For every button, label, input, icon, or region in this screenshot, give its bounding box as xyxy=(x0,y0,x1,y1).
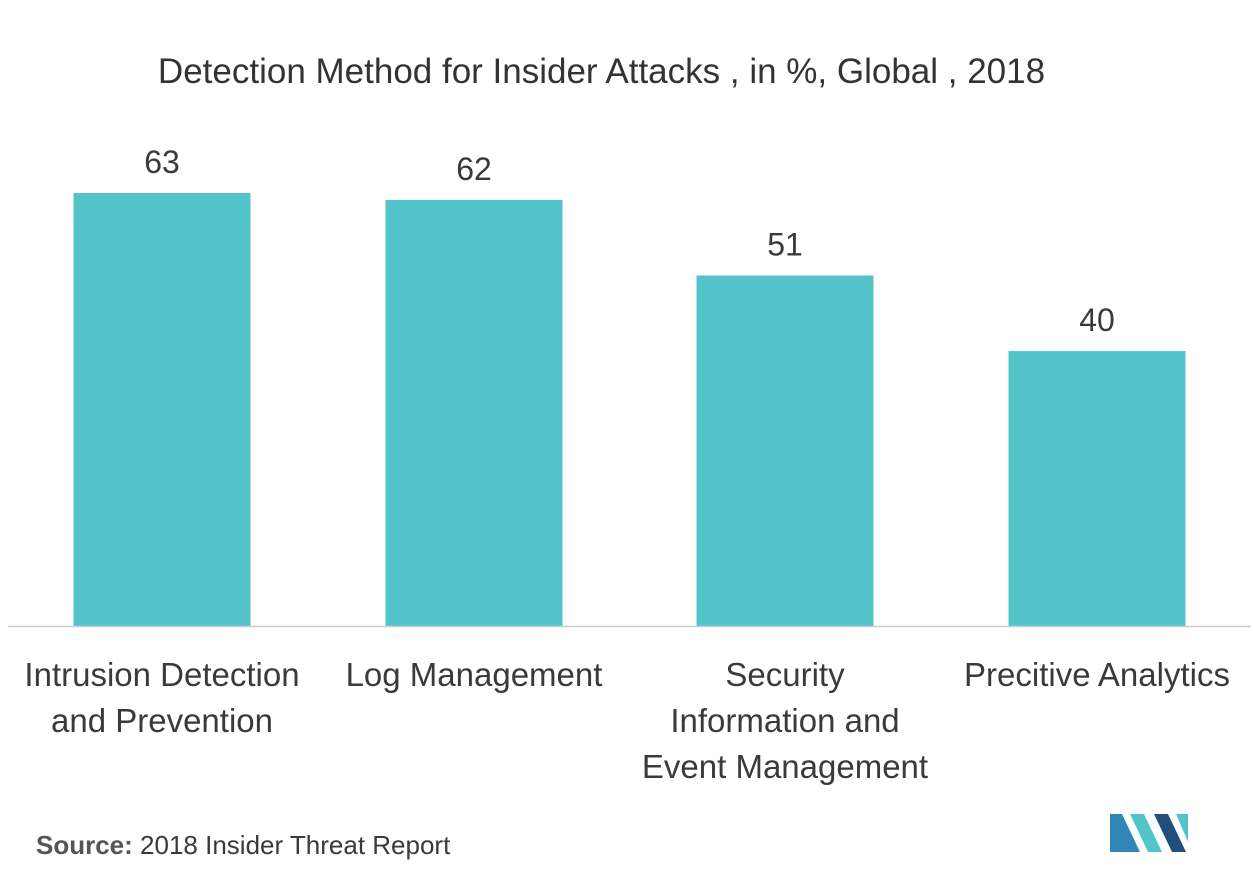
category-label-3: Security Information and Event Management xyxy=(642,656,928,785)
bar-4 xyxy=(1008,351,1186,626)
source-note: Source: 2018 Insider Threat Report xyxy=(36,828,450,862)
category-label-line: Precitive Analytics xyxy=(964,656,1230,693)
category-label-line: Intrusion Detection xyxy=(24,656,299,693)
category-label-line: Information and xyxy=(670,702,899,739)
category-label-4: Precitive Analytics xyxy=(964,656,1230,693)
logo-shape-mid xyxy=(1130,814,1162,852)
source-text: 2018 Insider Threat Report xyxy=(140,830,451,860)
source-label: Source: xyxy=(36,830,133,860)
logo-shape-edge xyxy=(1176,814,1188,842)
data-label-1: 63 xyxy=(144,144,180,180)
logo-shape-right xyxy=(1154,814,1186,852)
data-label-4: 40 xyxy=(1079,302,1115,338)
chart-title: Detection Method for Insider Attacks , i… xyxy=(157,52,1046,91)
data-label-3: 51 xyxy=(767,226,803,262)
bar-1 xyxy=(73,193,251,626)
category-label-1: Intrusion Detection and Prevention xyxy=(24,656,299,739)
category-label-2: Log Management xyxy=(346,656,603,693)
category-label-line: Event Management xyxy=(642,748,928,785)
bar-2 xyxy=(385,199,563,626)
category-label-line: and Prevention xyxy=(51,702,273,739)
bar-3 xyxy=(696,275,874,626)
category-label-line: Security xyxy=(725,656,845,693)
mordor-logo-icon xyxy=(1110,814,1188,852)
logo-shape-left xyxy=(1110,814,1140,852)
data-label-2: 62 xyxy=(456,151,492,187)
category-label-line: Log Management xyxy=(346,656,603,693)
